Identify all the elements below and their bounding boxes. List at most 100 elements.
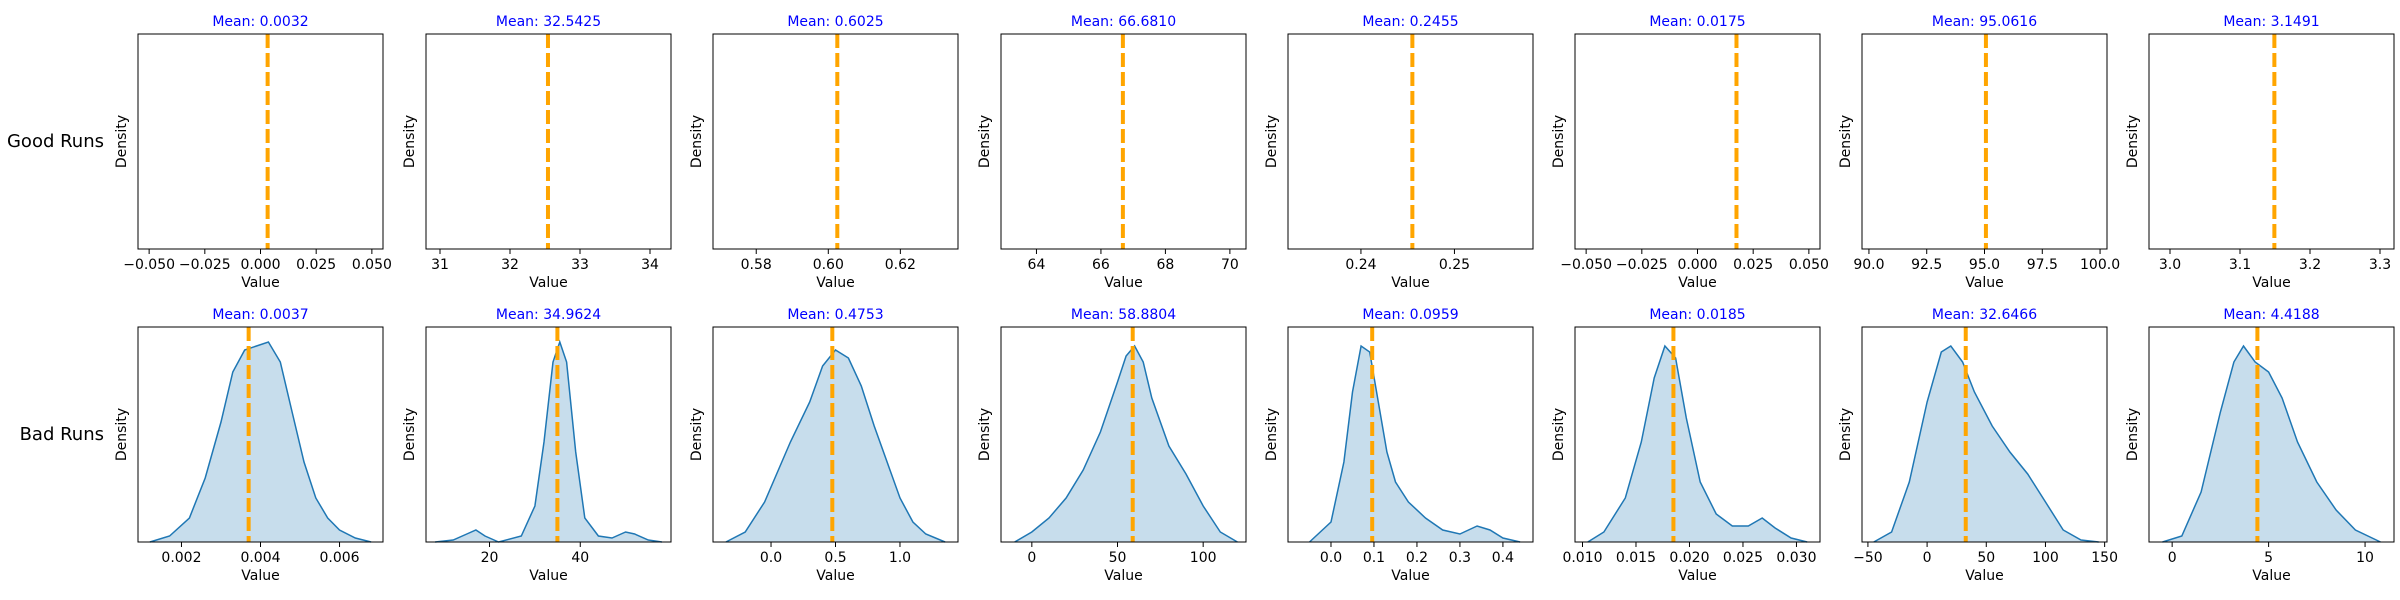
x-tick-label: 100.0 [2080,257,2120,273]
x-tick-label: 0.010 [1562,550,1602,566]
x-tick-label: 0.58 [741,257,772,273]
x-tick-label: 64 [1028,257,1046,273]
x-axis-label: Value [1965,275,2003,291]
x-tick-label: 0.050 [352,257,392,273]
axes-frame [1287,326,1534,543]
x-axis-label: Value [1965,568,2003,584]
x-tick-label: 150 [2091,550,2118,566]
x-tick-label: 0.25 [1439,257,1470,273]
x-tick-label: 95.0 [1969,257,2000,273]
kde-area [1587,346,1808,542]
x-tick-label: 70 [1221,257,1239,273]
x-axis-label: Value [1104,275,1142,291]
x-tick-label: −0.025 [1616,257,1668,273]
x-tick-label: 0.025 [1733,257,1773,273]
panel-title: Mean: 0.0185 [1649,307,1745,323]
x-tick-label: 32 [501,257,519,273]
x-tick-label: 66 [1092,257,1110,273]
y-axis-label: Density [689,115,705,168]
panel-r0-c0: Mean: 0.0032 −0.050 −0.025 0.000 0.025 0.050 V… [114,14,392,291]
x-axis-label: Value [2252,568,2290,584]
kde-line [1308,344,1521,543]
y-axis-label: Density [2125,408,2141,461]
x-tick-label: −0.050 [1560,257,1612,273]
kde-area [149,342,372,542]
panel-title: Mean: 58.8804 [1071,307,1176,323]
x-axis-label: Value [1104,568,1142,584]
panel-r0-c5: Mean: 0.0175 −0.050 −0.025 0.000 0.025 0.050 V… [1551,14,1829,291]
x-tick-label: 31 [431,257,449,273]
x-tick-label: 0.015 [1616,550,1656,566]
panel-title: Mean: 0.2455 [1362,14,1458,30]
y-axis-label: Density [1551,408,1567,461]
x-tick-label: 0.0 [1320,550,1342,566]
axes-frame [1574,33,1821,250]
axes-frame [1861,326,2108,543]
x-tick-label: 0.24 [1345,257,1376,273]
y-axis-label: Density [689,408,705,461]
kde-area [1309,346,1521,542]
x-axis-label: Value [529,275,567,291]
x-axis-label: Value [241,568,279,584]
panel-r1-c5: Mean: 0.0185 0.010 0.015 0.020 0.025 0.030 Val… [1551,307,1821,584]
panel-r0-c6: Mean: 95.0616 90.0 92.5 95.0 97.5 100.0 Value D… [1838,14,2120,291]
x-axis-label: Value [816,568,854,584]
x-tick-label: 3.0 [2159,257,2181,273]
x-tick-label: 90.0 [1853,257,1884,273]
x-axis-label: Value [1391,568,1429,584]
x-tick-label: 3.2 [2299,257,2321,273]
x-tick-label: 0.3 [1449,550,1471,566]
x-tick-label: 1.0 [889,550,911,566]
kde-line [1873,344,2099,543]
x-tick-label: 34 [641,257,659,273]
y-axis-label: Density [1264,408,1280,461]
y-axis-label: Density [1264,115,1280,168]
y-axis-label: Density [977,115,993,168]
x-tick-label: −0.025 [179,257,231,273]
panel-r0-c2: Mean: 0.6025 0.58 0.60 0.62 Value Density [689,14,959,291]
kde-line [1587,344,1808,543]
x-tick-label: 40 [571,550,589,566]
x-tick-label: 5 [2264,550,2273,566]
axes-frame [1287,33,1534,250]
x-tick-label: 0.000 [1677,257,1717,273]
x-axis-label: Value [241,275,279,291]
axes-frame [1574,326,1821,543]
x-tick-label: 0.000 [240,257,280,273]
x-tick-label: 100 [1190,550,1217,566]
panel-r1-c0: Mean: 0.0037 0.002 0.004 0.006 Value Density [114,307,384,584]
x-tick-label: 0.60 [813,257,844,273]
kde-area [435,342,662,542]
x-tick-label: 0 [1923,550,1932,566]
panel-title: Mean: 0.0037 [212,307,308,323]
panel-title: Mean: 95.0616 [1932,14,2037,30]
panel-title: Mean: 0.0175 [1649,14,1745,30]
x-tick-label: 97.5 [2027,257,2058,273]
x-tick-label: 0.004 [240,550,280,566]
x-tick-label: 0.030 [1776,550,1816,566]
panel-r1-c7: Mean: 4.4188 0 5 10 Value Density [2125,307,2395,584]
kde-line [149,341,372,543]
x-tick-label: 0.002 [161,550,201,566]
axes-frame [137,33,384,250]
y-axis-label: Density [1551,115,1567,168]
panel-title: Mean: 0.0032 [212,14,308,30]
y-axis-label: Density [1838,408,1854,461]
x-tick-label: 0.5 [824,550,846,566]
axes-frame [2148,33,2395,250]
panel-r0-c3: Mean: 66.6810 64 66 68 70 Value Density [977,14,1247,291]
panel-title: Mean: 66.6810 [1071,14,1176,30]
x-tick-label: 92.5 [1911,257,1942,273]
axes-frame [425,33,672,250]
x-tick-label: 50 [1977,550,1995,566]
x-axis-label: Value [2252,275,2290,291]
x-tick-label: 33 [571,257,589,273]
y-axis-label: Density [402,115,418,168]
x-tick-label: 0.4 [1492,550,1514,566]
x-axis-label: Value [1391,275,1429,291]
panel-title: Mean: 3.1491 [2223,14,2319,30]
x-tick-label: 0.1 [1363,550,1385,566]
panel-r1-c2: Mean: 0.4753 0.0 0.5 1.0 Value Density [689,307,959,584]
panel-r0-c4: Mean: 0.2455 0.24 0.25 Value Density [1264,14,1534,291]
panel-title: Mean: 0.6025 [787,14,883,30]
